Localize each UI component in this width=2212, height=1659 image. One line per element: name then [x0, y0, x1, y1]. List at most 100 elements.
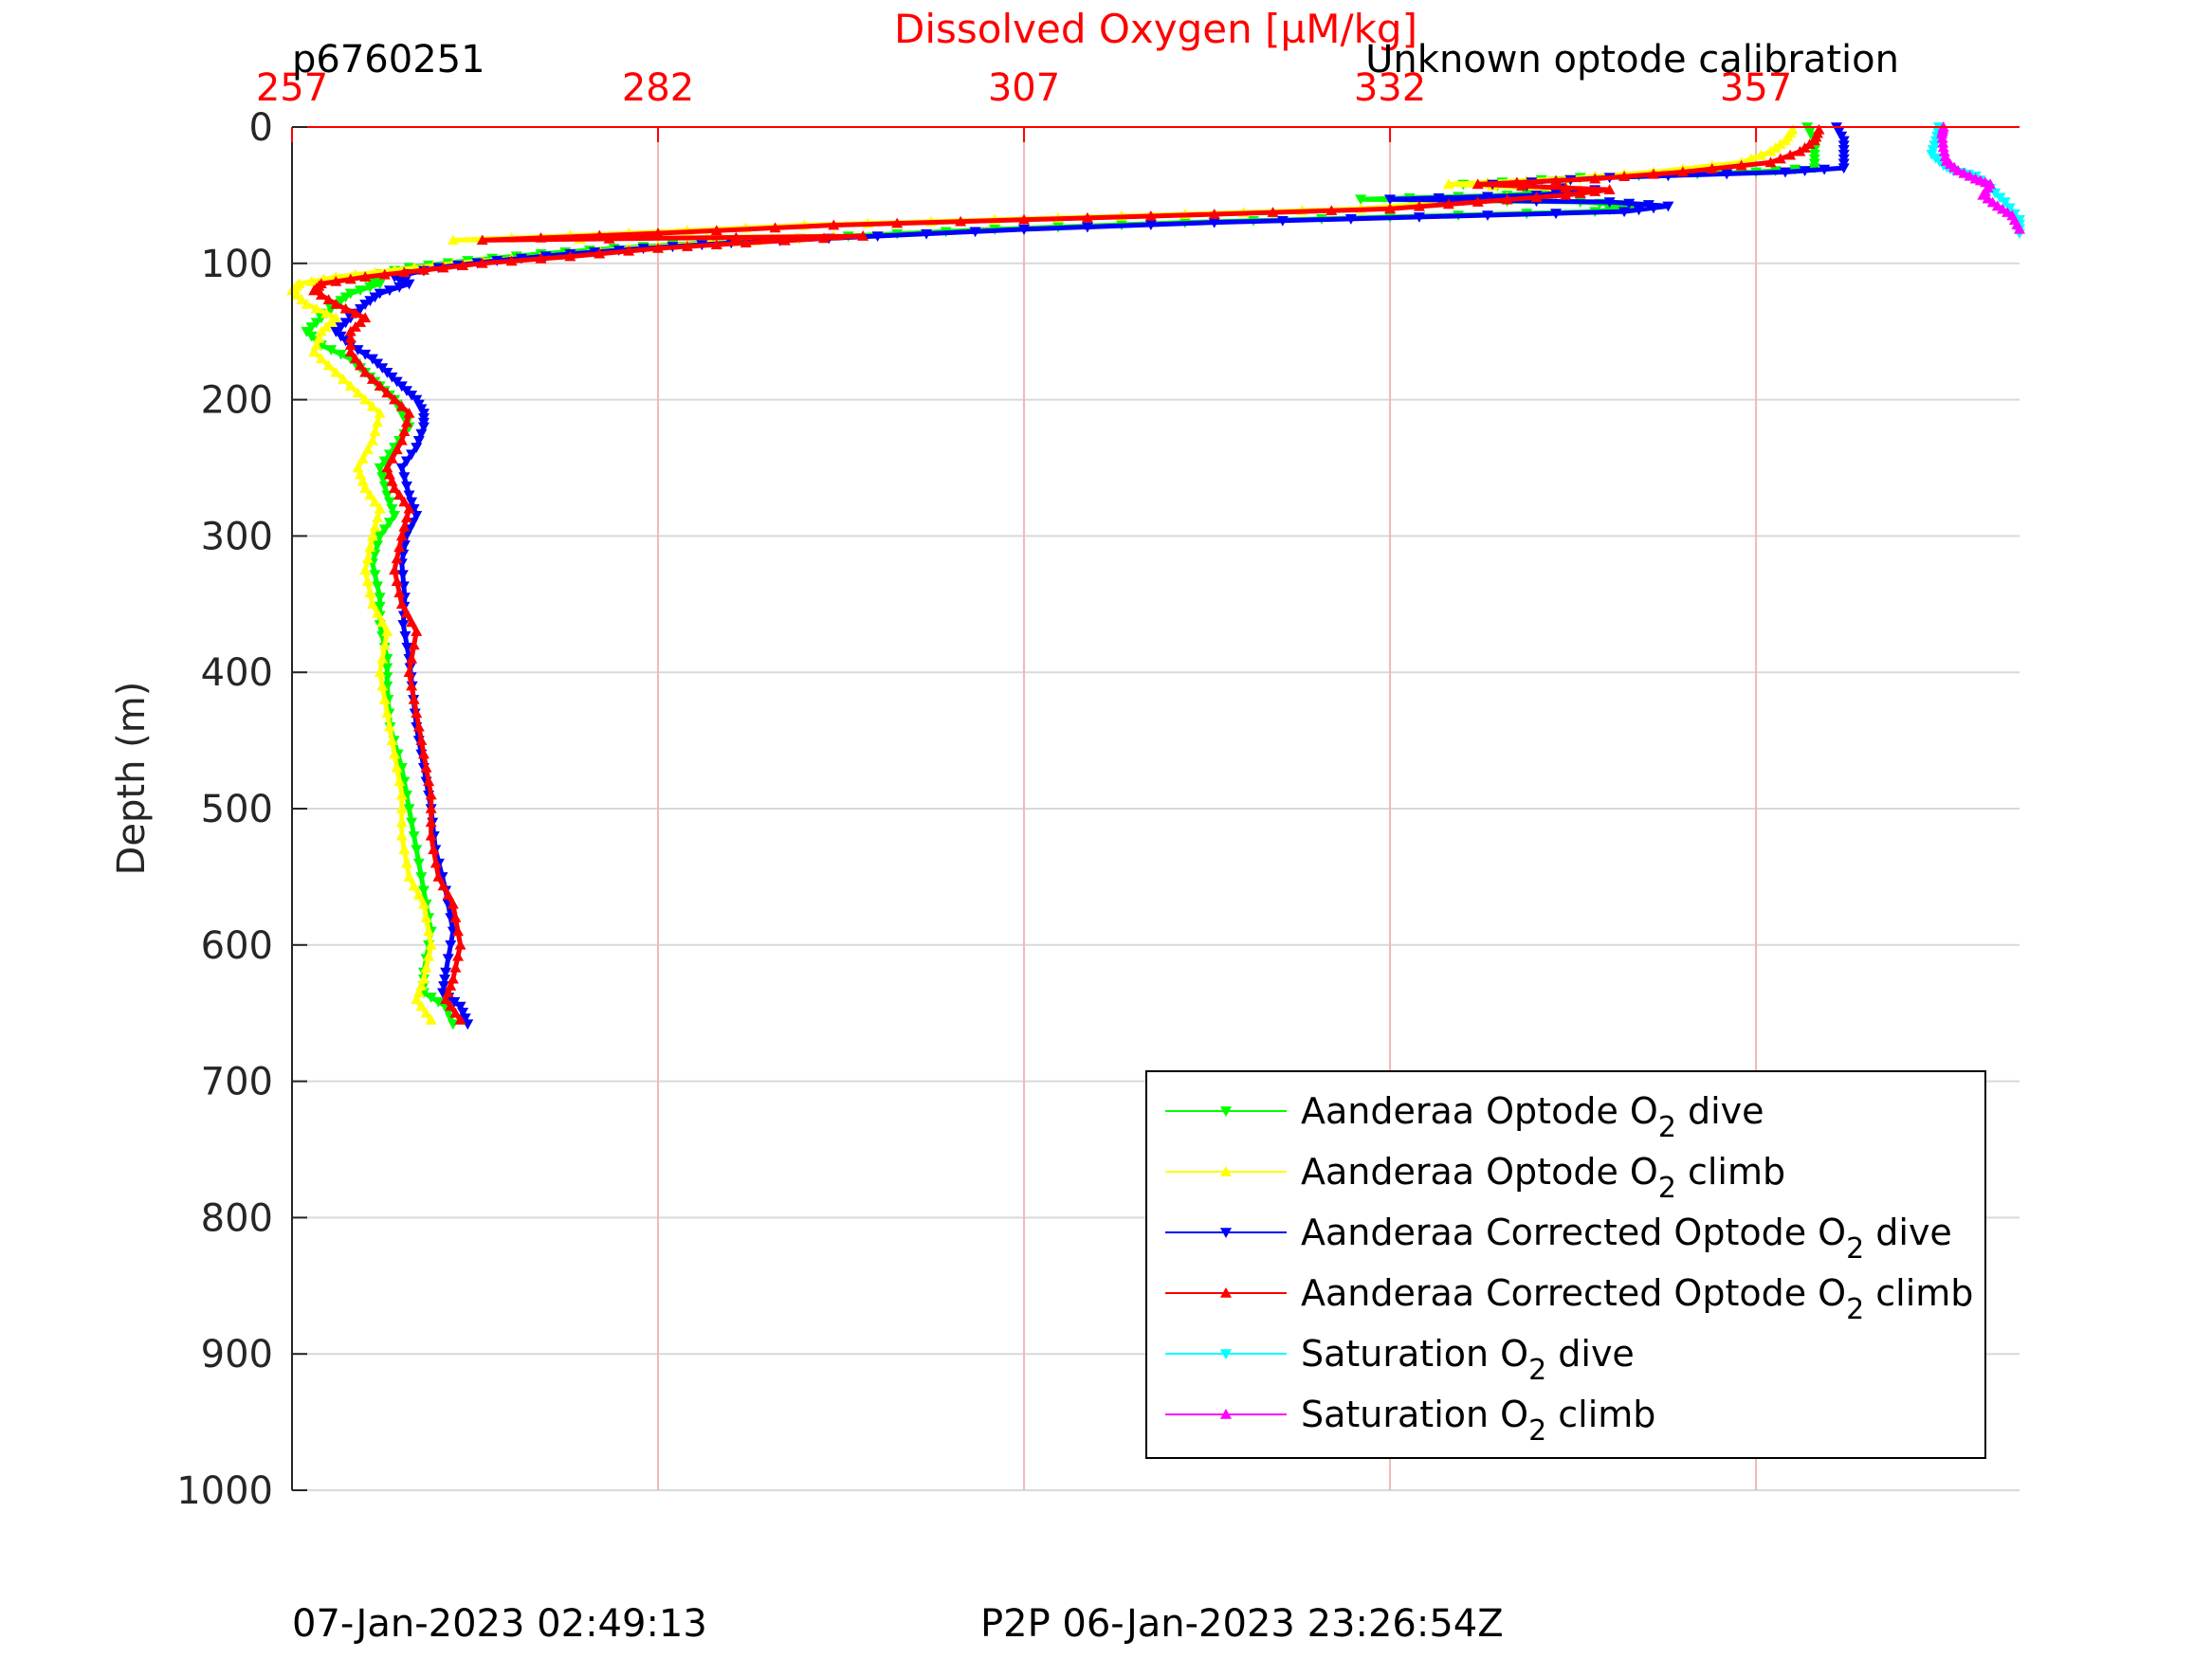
- series-point: [1560, 182, 1572, 193]
- series-point: [376, 680, 389, 691]
- series-point: [397, 620, 410, 630]
- series-point: [921, 228, 933, 240]
- y-tick-label: 1000: [176, 1469, 273, 1513]
- series-point: [1516, 180, 1528, 191]
- x-tick-label: 282: [622, 66, 694, 110]
- series-point: [381, 490, 393, 501]
- series-point: [1799, 166, 1811, 177]
- legend-label: Saturation O2 dive: [1301, 1333, 1635, 1387]
- series-point: [356, 452, 369, 464]
- series-point: [359, 564, 372, 575]
- series-point: [393, 775, 406, 787]
- series-point: [344, 288, 356, 300]
- series-point: [403, 666, 415, 677]
- series-point: [393, 282, 406, 293]
- series-point: [955, 215, 967, 227]
- series-point: [447, 234, 459, 246]
- series-point: [381, 462, 393, 473]
- series-point: [423, 925, 435, 937]
- series-point: [1642, 200, 1654, 210]
- series-point: [411, 994, 423, 1005]
- series-point: [1344, 214, 1357, 225]
- series-point: [417, 748, 430, 759]
- series-point: [339, 302, 352, 314]
- series-point: [369, 520, 381, 532]
- series-point: [389, 748, 401, 759]
- series-point: [408, 880, 420, 891]
- series-point: [454, 1013, 466, 1025]
- series-point: [359, 271, 372, 282]
- series-point: [403, 502, 415, 514]
- series-point: [383, 720, 395, 732]
- series-point: [457, 1007, 469, 1018]
- series-point: [1735, 159, 1747, 171]
- series-point: [411, 707, 423, 719]
- series-point: [1413, 212, 1425, 223]
- series-point: [372, 416, 384, 428]
- series-point: [447, 973, 459, 984]
- series-point: [1774, 153, 1786, 164]
- series-point: [378, 693, 391, 704]
- series-point: [1982, 192, 1994, 204]
- series-point: [420, 961, 432, 973]
- series-point: [338, 374, 350, 384]
- series-point: [403, 870, 415, 882]
- series-point: [1647, 203, 1659, 214]
- y-tick-label: 500: [201, 788, 273, 831]
- series-point: [369, 426, 381, 436]
- series-point: [447, 898, 459, 909]
- series-point: [344, 346, 356, 357]
- series-point: [406, 449, 418, 461]
- x-ticks: 257 282 307 332 357: [256, 66, 1792, 142]
- series-point: [440, 994, 452, 1005]
- series-point: [374, 279, 386, 290]
- series-point: [2003, 203, 2016, 214]
- series-layer: [286, 121, 2025, 1030]
- series-point: [1589, 173, 1601, 184]
- series-point: [374, 380, 386, 392]
- series-point: [389, 564, 401, 575]
- series-point: [366, 598, 378, 610]
- series-point: [730, 231, 742, 243]
- series-point: [391, 553, 403, 564]
- series-point: [1837, 163, 1850, 174]
- series-point: [378, 456, 391, 467]
- series-point: [389, 393, 401, 405]
- series-point: [320, 307, 333, 319]
- series-point: [437, 988, 449, 999]
- series-point: [1633, 205, 1645, 216]
- series-point: [445, 979, 457, 991]
- series-point: [1745, 153, 1757, 164]
- series-point: [1779, 167, 1791, 178]
- legend-box: [1145, 1070, 1986, 1459]
- series-point: [1144, 220, 1157, 231]
- series-point: [352, 387, 364, 398]
- series-point: [652, 228, 665, 238]
- series-point: [1481, 191, 1493, 203]
- series-point: [451, 950, 464, 961]
- series-point: [1803, 138, 1816, 150]
- series-point: [398, 844, 411, 854]
- series-line: [333, 125, 1847, 1026]
- y-ticks: 0 100 200 300 400 500 600 700 800 900 1000: [176, 106, 307, 1513]
- series-point: [425, 993, 437, 1003]
- series-point: [710, 225, 722, 236]
- series-point: [440, 967, 452, 978]
- series-point: [438, 981, 450, 992]
- series-point: [403, 490, 415, 501]
- series-point: [652, 242, 665, 253]
- series-point: [423, 775, 435, 787]
- series-point: [352, 462, 364, 473]
- series-point: [1355, 194, 1367, 206]
- series-point: [400, 416, 412, 428]
- series-point: [391, 575, 403, 587]
- series-point: [366, 400, 378, 411]
- series-point: [374, 463, 386, 474]
- series-point: [1433, 192, 1445, 204]
- legend-label: Aanderaa Corrected Optode O2 dive: [1301, 1212, 1952, 1266]
- series-point: [378, 268, 391, 280]
- series-point: [1081, 211, 1093, 223]
- series-point: [1276, 215, 1289, 227]
- series-point: [399, 631, 411, 642]
